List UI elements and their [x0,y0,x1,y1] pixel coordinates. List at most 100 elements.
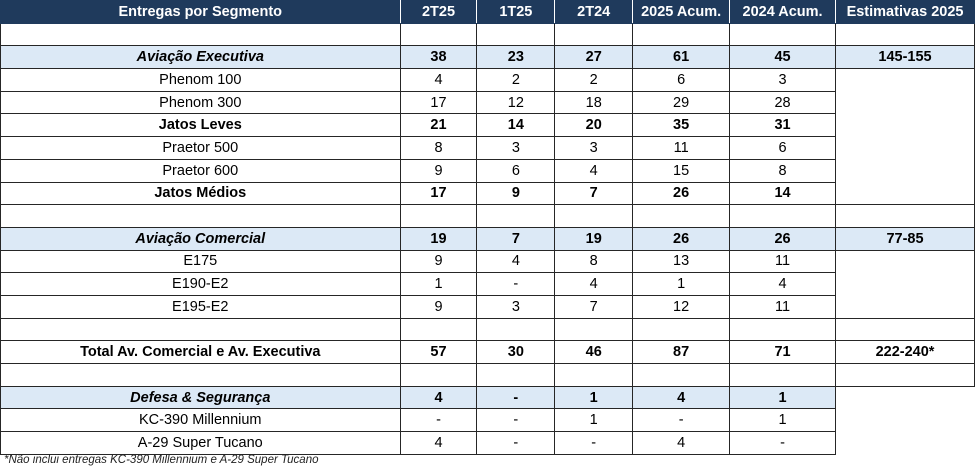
header-2025-acum: 2025 Acum. [632,0,731,24]
value-cell [554,22,634,47]
value-cell: - [476,408,556,433]
value-cell: 12 [476,90,556,115]
value-cell: 4 [729,272,837,296]
value-cell: 3 [476,294,556,319]
value-cell: 46 [554,340,634,364]
value-cell: 71 [729,340,837,364]
segment-cell [0,22,401,47]
segment-cell: Total Av. Comercial e Av. Executiva [0,340,401,364]
value-cell: - [476,385,556,410]
value-cell: 26 [632,226,731,251]
value-cell [632,204,731,228]
value-cell [835,91,975,114]
segment-cell: E190-E2 [0,272,401,296]
header-row: Entregas por Segmento 2T25 1T25 2T24 202… [0,0,975,24]
table-row: Total Av. Comercial e Av. Executiva 57 30 4… [0,340,975,364]
value-cell: - [476,431,556,455]
value-cell [835,204,975,228]
value-cell [729,22,837,47]
value-cell: 9 [476,181,556,206]
segment-cell: Defesa & Segurança [0,385,401,410]
value-cell: 21 [399,113,478,138]
header-2t24: 2T24 [554,0,634,24]
spacer-row [0,363,975,387]
segment-cell: E195-E2 [0,294,401,319]
value-cell [835,22,975,47]
value-cell [835,68,975,92]
value-cell: - [399,408,478,433]
segment-cell: A-29 Super Tucano [0,431,401,455]
table-row: A-29 Super Tucano 4- -4- [0,431,975,455]
value-cell: 27 [554,45,634,70]
value-cell [835,317,975,342]
header-estimativas: Estimativas 2025 [835,0,975,24]
value-cell [554,317,634,342]
value-cell: 17 [399,181,478,206]
spacer-row [0,204,975,228]
table-row: Praetor 500 8 3 3 11 6 [0,136,975,160]
value-cell: 8 [729,158,837,183]
value-cell: 11 [632,136,731,160]
value-cell [835,431,975,455]
value-cell: 4 [632,431,731,455]
value-cell: 20 [554,113,634,138]
segment-cell: Phenom 300 [0,90,401,115]
value-cell: 1 [554,385,634,410]
value-cell [835,295,975,319]
header-2024-acum: 2024 Acum. [729,0,837,24]
segment-cell: E175 [0,249,401,274]
table-row: Defesa & Segurança 4-1 4 1 [0,385,975,410]
table-row: KC-390 Millennium - -1-1 [0,408,975,433]
header-segment: Entregas por Segmento [0,0,401,24]
value-cell: 31 [729,113,837,138]
value-cell [835,182,975,205]
value-cell [729,363,837,387]
value-cell: 18 [554,90,634,115]
segment-cell: Jatos Médios [0,181,401,206]
segment-cell: Phenom 100 [0,68,401,92]
value-cell: 4 [554,272,634,296]
value-cell: 38 [399,45,478,70]
value-cell [554,363,634,387]
value-cell [835,136,975,160]
footnote: *Não inclui entregas KC-390 Millennium e… [4,454,319,466]
segment-cell: Praetor 500 [0,136,401,160]
value-cell: 4 [476,249,556,274]
segment-cell: Praetor 600 [0,158,401,183]
value-cell: 23 [476,45,556,70]
value-cell: 30 [476,340,556,364]
value-cell: 19 [399,226,478,251]
value-cell: 57 [399,340,478,364]
table-row: Aviação Comercial 19 7 19 26 26 77-85 [0,226,975,251]
value-cell: 35 [632,113,731,138]
value-cell: 11 [729,294,837,319]
value-cell: 6 [476,158,556,183]
value-cell: 1 [729,408,837,433]
table-row: E195-E2 9 3 7 12 11 [0,294,975,319]
value-cell [835,250,975,273]
value-cell: 17 [399,90,478,115]
spacer-row [0,22,975,47]
header-1t25: 1T25 [476,0,556,24]
value-cell: - [729,431,837,455]
value-cell [729,317,837,342]
segment-cell [0,363,401,387]
table-row: Aviação Executiva 38 23 27 61 45 145-155 [0,45,975,70]
header-2t25: 2T25 [399,0,478,24]
value-cell: 13 [632,249,731,274]
value-cell: 1 [399,272,478,296]
value-cell [835,272,975,296]
spacer-row [0,317,975,342]
value-cell: 14 [476,113,556,138]
value-cell: 9 [399,249,478,274]
value-cell: 19 [554,226,634,251]
value-cell: 4 [399,68,478,92]
value-cell: 4 [554,158,634,183]
value-cell [399,363,478,387]
value-cell [835,386,975,409]
value-cell: 4 [632,385,731,410]
value-cell: 61 [632,45,731,70]
value-cell [399,317,478,342]
value-cell: 26 [729,226,837,251]
table-row: Phenom 100 4 2 2 6 3 [0,68,975,92]
